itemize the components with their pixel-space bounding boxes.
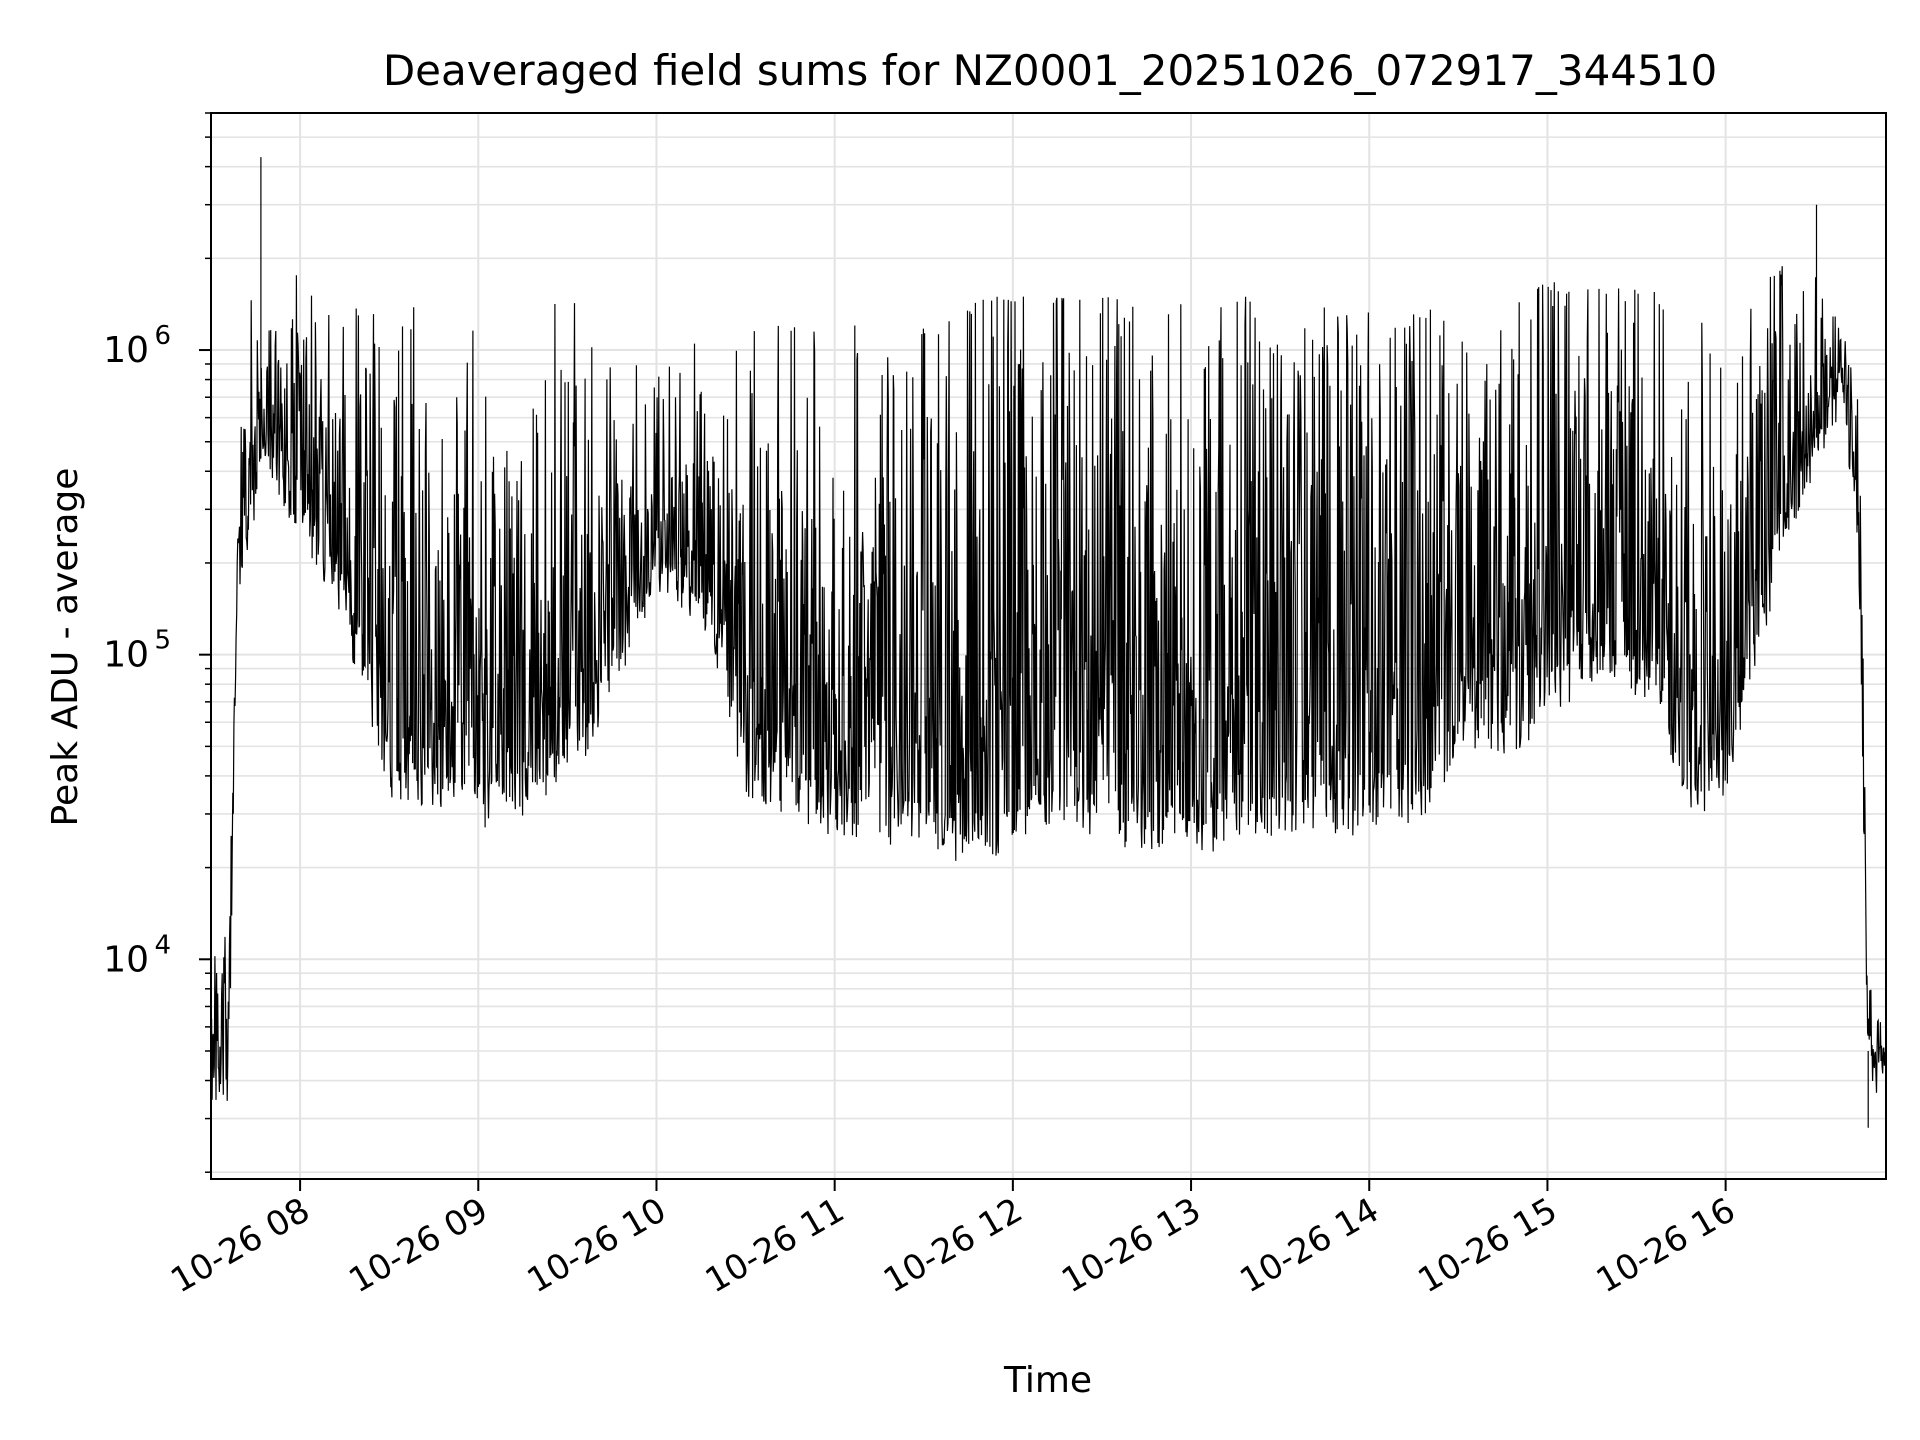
axes-frame <box>210 112 1887 1180</box>
series-line <box>211 157 1886 1128</box>
y-axis-label: Peak ADU - average <box>45 468 86 827</box>
y-tick-base: 10 <box>103 939 149 980</box>
y-tick-label: 10 <box>103 635 149 676</box>
chart-title: Deaveraged field sums for NZ0001_2025102… <box>383 46 1717 95</box>
y-tick-exponent: 5 <box>154 626 171 656</box>
y-tick-exponent: 4 <box>154 930 171 960</box>
y-tick-label: 10 <box>103 330 149 371</box>
y-tick-base: 10 <box>103 635 149 676</box>
y-tick-base: 10 <box>103 330 149 371</box>
x-axis-label: Time <box>1003 1360 1092 1401</box>
y-tick-exponent: 6 <box>154 321 171 351</box>
plot-area <box>211 157 1886 1128</box>
y-tick-label: 10 <box>103 939 149 980</box>
